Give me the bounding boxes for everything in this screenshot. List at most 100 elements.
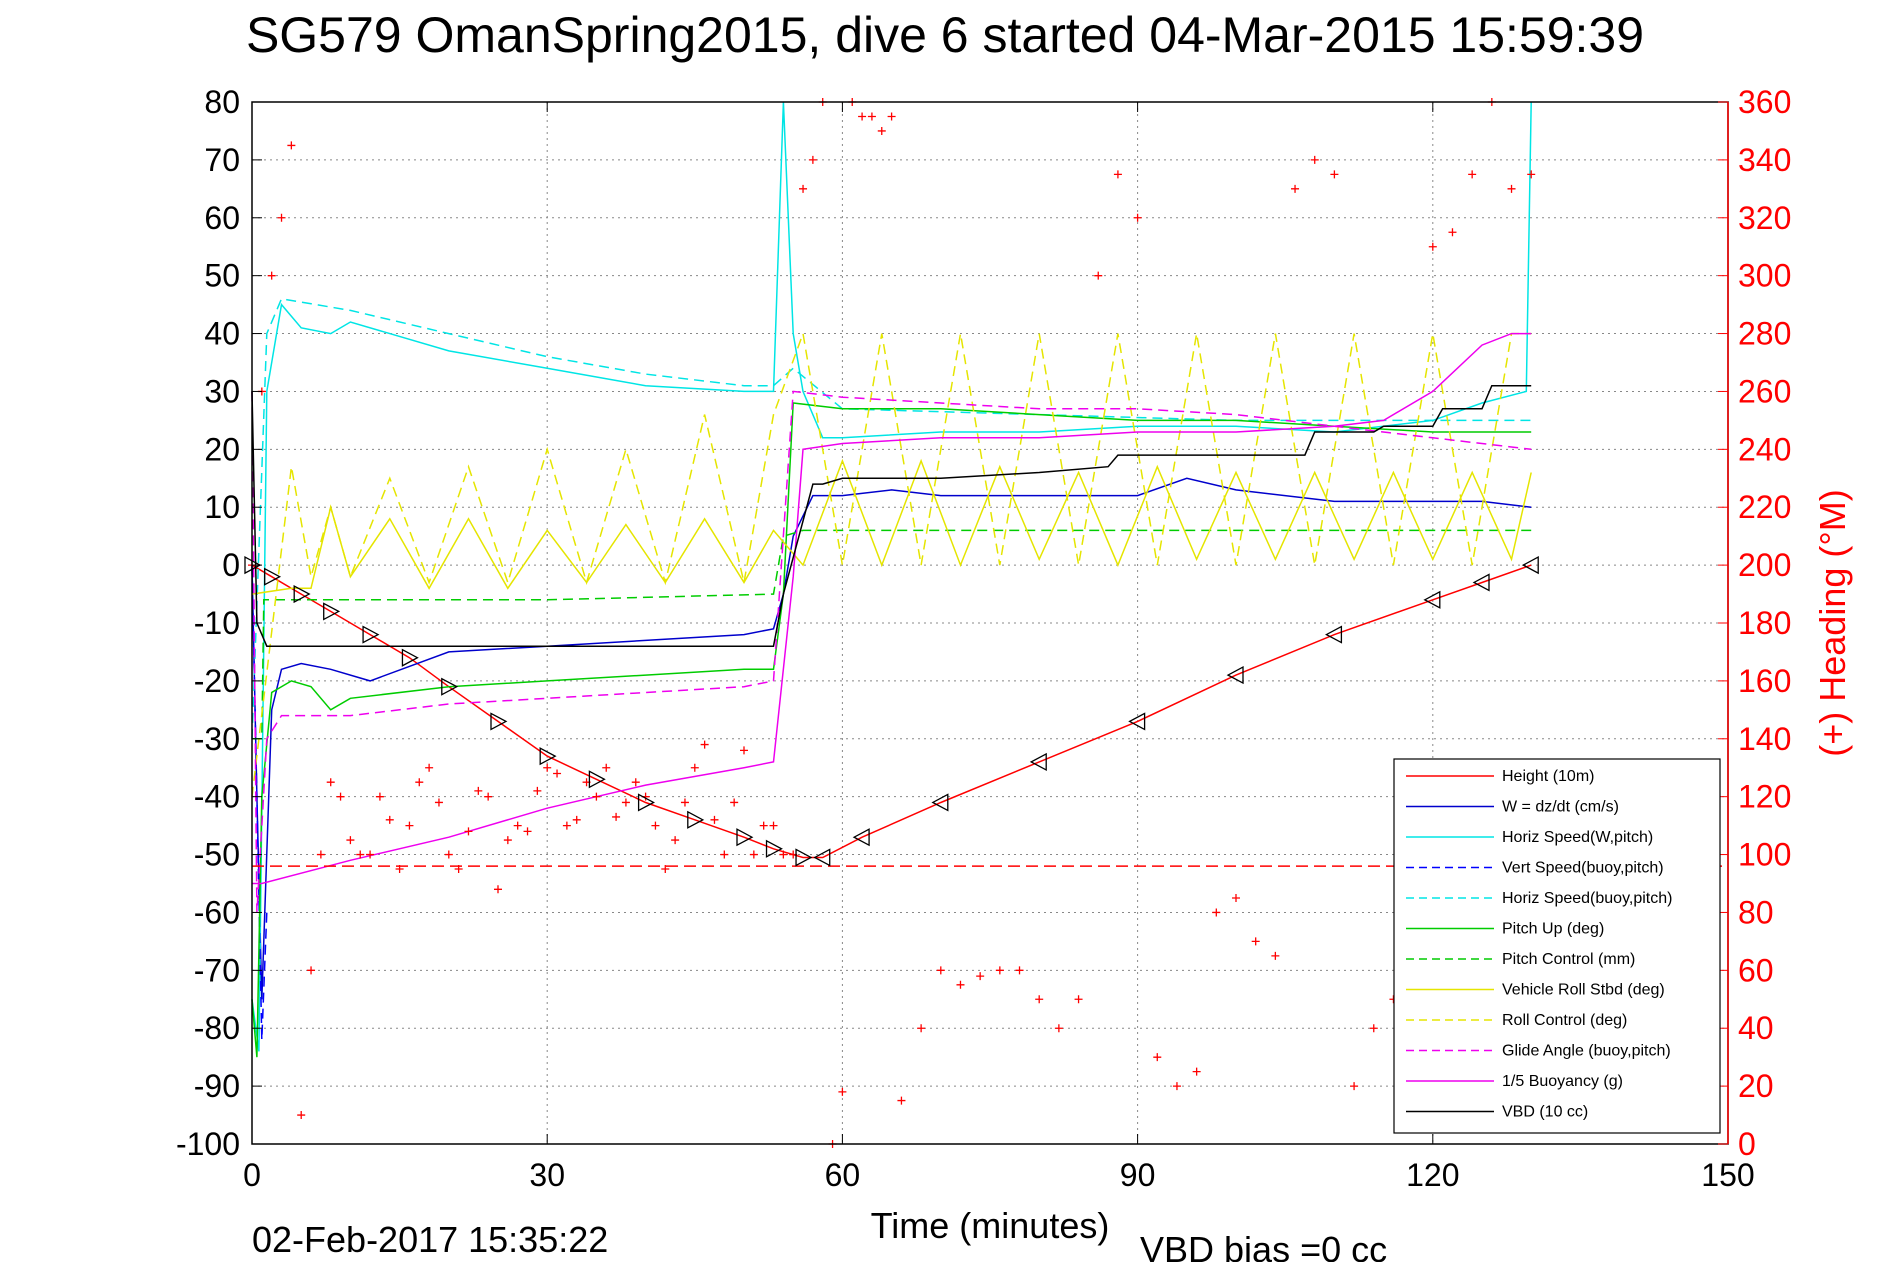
legend-label: W = dz/dt (cm/s) <box>1502 799 1619 816</box>
series-line <box>252 529 1532 740</box>
heading-markers <box>248 98 1536 1148</box>
heading-plus-marker <box>562 821 571 830</box>
heading-plus-marker <box>720 850 729 859</box>
depth-triangle-marker <box>323 602 341 621</box>
depth-triangle-marker <box>1472 573 1490 592</box>
series-line <box>251 330 1532 797</box>
heading-plus-marker <box>936 966 945 975</box>
heading-plus-marker <box>1350 1082 1359 1091</box>
heading-plus-marker <box>287 141 296 150</box>
y-tick-label: -30 <box>194 721 240 757</box>
heading-plus-marker <box>897 1096 906 1105</box>
heading-plus-marker <box>513 821 522 830</box>
series-lines <box>251 101 1532 1058</box>
heading-plus-marker <box>1094 271 1103 280</box>
heading-plus-marker <box>474 786 483 795</box>
series-line <box>251 384 1532 647</box>
right-tick-label: 100 <box>1738 837 1791 873</box>
x-tick-label: 0 <box>243 1157 261 1193</box>
heading-plus-marker <box>995 966 1004 975</box>
heading-plus-marker <box>464 827 473 836</box>
depth-triangle-marker <box>264 567 282 586</box>
y-tick-label: -20 <box>194 663 240 699</box>
right-tick-label: 360 <box>1738 84 1791 120</box>
y-tick-label: 10 <box>204 489 240 525</box>
heading-plus-marker <box>877 126 886 135</box>
series-line <box>251 402 1532 1058</box>
series-line <box>251 297 1532 739</box>
heading-plus-marker <box>326 778 335 787</box>
heading-plus-marker <box>415 778 424 787</box>
heading-plus-marker <box>1035 995 1044 1004</box>
heading-plus-marker <box>799 184 808 193</box>
heading-plus-marker <box>1074 995 1083 1004</box>
y-tick-label: 50 <box>204 258 240 294</box>
depth-triangle-marker <box>588 770 606 789</box>
right-tick-label: 340 <box>1738 142 1791 178</box>
legend-label: Roll Control (deg) <box>1502 1012 1627 1029</box>
heading-plus-marker <box>740 746 748 755</box>
heading-plus-marker <box>553 769 562 778</box>
y-tick-label: 60 <box>204 200 240 236</box>
heading-plus-marker <box>1054 1024 1063 1033</box>
heading-plus-marker <box>277 213 286 222</box>
depth-triangle-marker <box>813 848 831 867</box>
heading-plus-marker <box>749 850 758 859</box>
heading-plus-marker <box>621 798 630 807</box>
right-tick-label: 140 <box>1738 721 1791 757</box>
x-tick-label: 60 <box>825 1157 861 1193</box>
depth-triangle-marker <box>1521 556 1539 575</box>
right-tick-label: 60 <box>1738 952 1774 988</box>
heading-plus-marker <box>444 850 453 859</box>
depth-triangle-marker <box>362 625 380 644</box>
depth-triangle-marker <box>401 648 419 667</box>
y-tick-label: -80 <box>194 1010 240 1046</box>
legend-label: Pitch Control (mm) <box>1502 951 1635 968</box>
y-tick-label: -10 <box>194 605 240 641</box>
heading-plus-marker <box>690 763 699 772</box>
legend-label: Vert Speed(buoy,pitch) <box>1502 860 1664 877</box>
heading-plus-marker <box>425 763 434 772</box>
legend: Height (10m) W = dz/dt (cm/s) Horiz Speed(… <box>1393 758 1721 1134</box>
heading-plus-marker <box>1251 937 1260 946</box>
heading-plus-marker <box>1271 951 1280 960</box>
series-line <box>252 332 1532 885</box>
heading-plus-marker <box>1507 184 1516 193</box>
heading-plus-marker <box>1133 213 1142 222</box>
heading-plus-marker <box>1448 228 1457 237</box>
x-tick-label: 120 <box>1406 1157 1459 1193</box>
depth-triangle-marker <box>1226 666 1244 685</box>
heading-plus-marker <box>976 972 985 981</box>
heading-plus-marker <box>1428 242 1437 251</box>
heading-plus-marker <box>316 850 325 859</box>
right-tick-label: 260 <box>1738 373 1791 409</box>
legend-box <box>1393 758 1721 1134</box>
depth-triangle-marker <box>1029 752 1047 772</box>
x-tick-label: 30 <box>529 1157 565 1193</box>
depth-triangle-marker <box>795 848 813 867</box>
y-tick-label: 30 <box>204 373 240 409</box>
heading-plus-marker <box>917 1024 926 1033</box>
y-tick-label: -60 <box>194 894 240 930</box>
heading-plus-marker <box>1172 1082 1181 1091</box>
heading-plus-marker <box>710 815 719 824</box>
depth-triangle-marker <box>293 584 311 604</box>
right-tick-label: 240 <box>1738 431 1791 467</box>
right-tick-label: 300 <box>1738 258 1791 294</box>
heading-plus-marker <box>1330 170 1339 179</box>
y-tick-label: 0 <box>222 547 240 583</box>
y-tick-label: 40 <box>204 316 240 352</box>
right-tick-label: 40 <box>1738 1010 1774 1046</box>
heading-plus-marker <box>434 798 443 807</box>
heading-plus-marker <box>405 821 414 830</box>
y-tick-label: -100 <box>176 1126 240 1162</box>
heading-plus-marker <box>1153 1053 1162 1062</box>
heading-plus-marker <box>661 865 670 874</box>
depth-triangle-marker <box>852 828 870 847</box>
right-axis-label: (+) Heading (°M) <box>1812 489 1853 756</box>
series-line <box>251 458 1532 595</box>
right-tick-label: 80 <box>1738 894 1774 930</box>
heading-plus-marker <box>808 155 817 164</box>
heading-plus-marker <box>297 1111 306 1120</box>
x-tick-label: 150 <box>1701 1157 1754 1193</box>
